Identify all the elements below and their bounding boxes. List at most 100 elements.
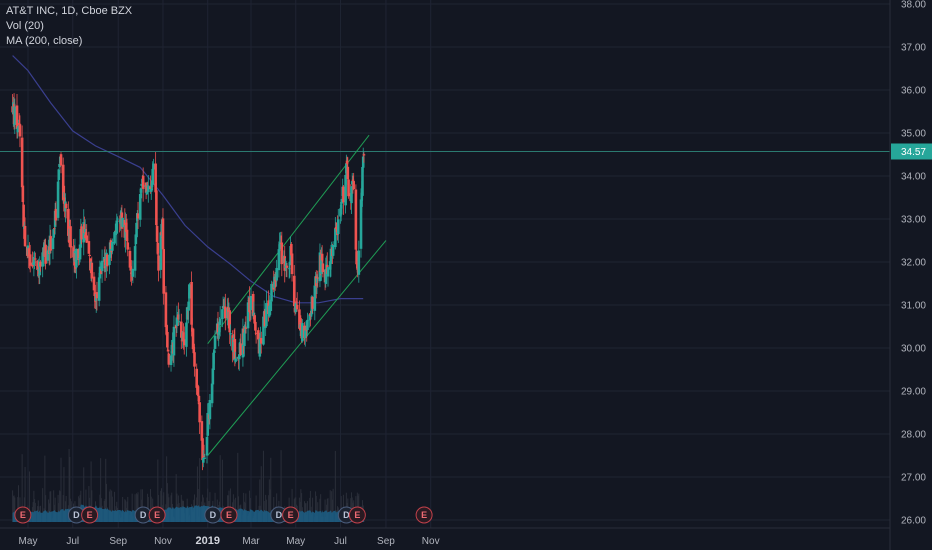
candle[interactable] — [190, 271, 193, 337]
candle[interactable] — [361, 163, 364, 207]
candle[interactable] — [243, 321, 247, 338]
candle[interactable] — [126, 237, 130, 257]
candle[interactable] — [161, 208, 165, 253]
candle[interactable] — [290, 252, 294, 282]
candle[interactable] — [124, 212, 127, 253]
candle[interactable] — [169, 344, 173, 372]
earnings-marker[interactable]: E — [220, 506, 238, 524]
candle[interactable] — [264, 325, 267, 336]
candle[interactable] — [49, 229, 53, 254]
candle[interactable] — [279, 231, 282, 248]
candle[interactable] — [152, 158, 155, 172]
candle[interactable] — [135, 219, 138, 238]
candle[interactable] — [285, 262, 289, 278]
candle[interactable] — [16, 127, 20, 139]
candle[interactable] — [32, 252, 36, 277]
candle[interactable] — [182, 326, 186, 355]
candle[interactable] — [336, 208, 340, 244]
candle[interactable] — [211, 365, 215, 395]
candle[interactable] — [157, 249, 160, 282]
candle[interactable] — [28, 244, 32, 273]
channel-upper-line[interactable] — [207, 134, 370, 345]
candle[interactable] — [320, 247, 323, 281]
candle[interactable] — [38, 256, 42, 285]
candle[interactable] — [197, 386, 201, 403]
candle[interactable] — [133, 241, 137, 278]
candle[interactable] — [228, 307, 232, 344]
candle[interactable] — [321, 254, 325, 278]
candle[interactable] — [217, 321, 221, 347]
ma-indicator-label[interactable]: MA (200, close) — [6, 35, 83, 47]
candle[interactable] — [57, 168, 61, 189]
candle[interactable] — [134, 234, 138, 255]
candle[interactable] — [69, 219, 72, 259]
candle[interactable] — [167, 352, 171, 368]
candle[interactable] — [268, 295, 271, 318]
candle[interactable] — [166, 326, 169, 352]
candle[interactable] — [356, 250, 359, 278]
candle[interactable] — [44, 238, 47, 270]
candle[interactable] — [303, 326, 307, 347]
candle[interactable] — [257, 327, 260, 341]
candle[interactable] — [201, 433, 204, 471]
candle[interactable] — [236, 356, 240, 361]
candle[interactable] — [95, 281, 99, 311]
candle[interactable] — [64, 202, 68, 219]
candle[interactable] — [244, 316, 248, 334]
candle[interactable] — [334, 217, 337, 250]
candle[interactable] — [69, 241, 73, 258]
candle[interactable] — [116, 216, 119, 222]
candle[interactable] — [295, 292, 299, 312]
earnings-marker[interactable]: E — [81, 506, 99, 524]
candle[interactable] — [254, 324, 258, 344]
channel-lower-line[interactable] — [207, 240, 387, 456]
candle[interactable] — [75, 248, 78, 279]
candle[interactable] — [90, 256, 94, 283]
candle[interactable] — [136, 201, 140, 230]
candle[interactable] — [270, 280, 273, 304]
candle[interactable] — [34, 252, 37, 266]
candle[interactable] — [27, 247, 31, 269]
candle[interactable] — [129, 259, 132, 282]
dividend-marker[interactable]: D — [204, 506, 222, 524]
candle[interactable] — [87, 231, 91, 254]
candle[interactable] — [210, 382, 214, 408]
candle[interactable] — [180, 313, 183, 350]
earnings-marker[interactable]: E — [282, 506, 300, 524]
candle[interactable] — [342, 184, 345, 215]
candle[interactable] — [202, 450, 205, 468]
candle[interactable] — [221, 309, 224, 328]
candle[interactable] — [58, 163, 61, 169]
candle[interactable] — [80, 223, 83, 245]
earnings-marker[interactable]: E — [348, 506, 366, 524]
candle[interactable] — [239, 333, 243, 356]
candle[interactable] — [203, 453, 207, 459]
candles[interactable] — [11, 93, 366, 471]
candle[interactable] — [185, 312, 188, 357]
candle[interactable] — [175, 305, 179, 333]
candle[interactable] — [31, 251, 34, 269]
candle[interactable] — [39, 260, 42, 272]
candle[interactable] — [105, 253, 109, 272]
candle[interactable] — [139, 188, 143, 202]
candle[interactable] — [54, 201, 58, 226]
earnings-marker[interactable]: E — [148, 506, 166, 524]
candle[interactable] — [111, 238, 114, 255]
candle[interactable] — [265, 290, 268, 327]
candle[interactable] — [311, 296, 314, 314]
candle[interactable] — [216, 311, 220, 341]
candle[interactable] — [320, 245, 324, 263]
candle[interactable] — [354, 184, 358, 259]
candle[interactable] — [213, 346, 216, 364]
candle[interactable] — [92, 272, 96, 296]
candle[interactable] — [283, 245, 287, 283]
candle[interactable] — [59, 152, 63, 174]
candle[interactable] — [196, 377, 199, 397]
candle[interactable] — [273, 273, 276, 298]
candle[interactable] — [275, 259, 278, 287]
candle[interactable] — [202, 444, 206, 458]
candle[interactable] — [185, 306, 189, 328]
candle[interactable] — [41, 250, 44, 278]
candle[interactable] — [198, 396, 201, 434]
candle[interactable] — [324, 257, 328, 288]
